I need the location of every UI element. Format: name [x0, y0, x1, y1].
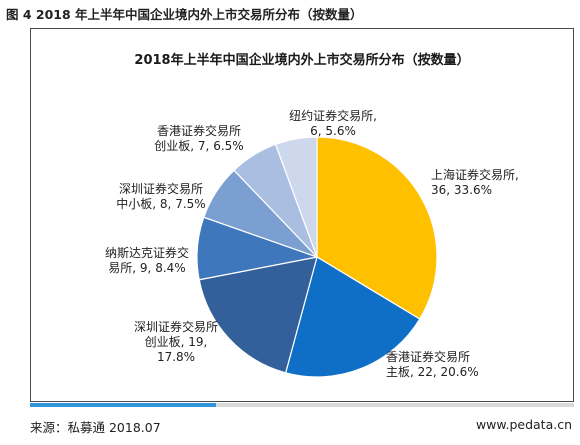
slice-label-6: 纽约证券交易所, 6, 5.6%	[289, 108, 377, 138]
slice-label-3: 纳斯达克证券交易所, 9, 8.4%	[105, 245, 189, 275]
slice-label-2: 深圳证券交易所创业板, 19, 17.8%	[134, 319, 218, 364]
pie-slice-2	[198, 256, 318, 374]
slice-label-1: 香港证券交易所主板, 22, 20.6%	[386, 349, 479, 379]
slice-label-5: 香港证券交易所创业板, 7, 6.5%	[154, 123, 243, 153]
source-note: 来源：私募通 2018.07	[30, 420, 161, 435]
slice-label-0: 上海证券交易所, 36, 33.6%	[431, 167, 519, 197]
bottom-divider-accent	[30, 403, 216, 407]
slice-label-4: 深圳证券交易所中小板, 8, 7.5%	[116, 181, 205, 211]
figure-caption: 图 4 2018 年上半年中国企业境内外上市交易所分布（按数量）	[6, 7, 363, 22]
pie-slice-6	[274, 136, 318, 258]
pie-slice-0	[316, 136, 438, 320]
pie-slice-1	[284, 256, 421, 378]
chart-title: 2018年上半年中国企业境内外上市交易所分布（按数量）	[134, 53, 470, 68]
site-url: www.pedata.cn	[475, 417, 572, 432]
chart-frame: 2018年上半年中国企业境内外上市交易所分布（按数量） 上海证券交易所, 36, …	[30, 28, 574, 402]
bottom-divider	[30, 403, 574, 407]
pie-chart: 上海证券交易所, 36, 33.6% 香港证券交易所主板, 22, 20.6% 深圳证…	[105, 108, 519, 379]
